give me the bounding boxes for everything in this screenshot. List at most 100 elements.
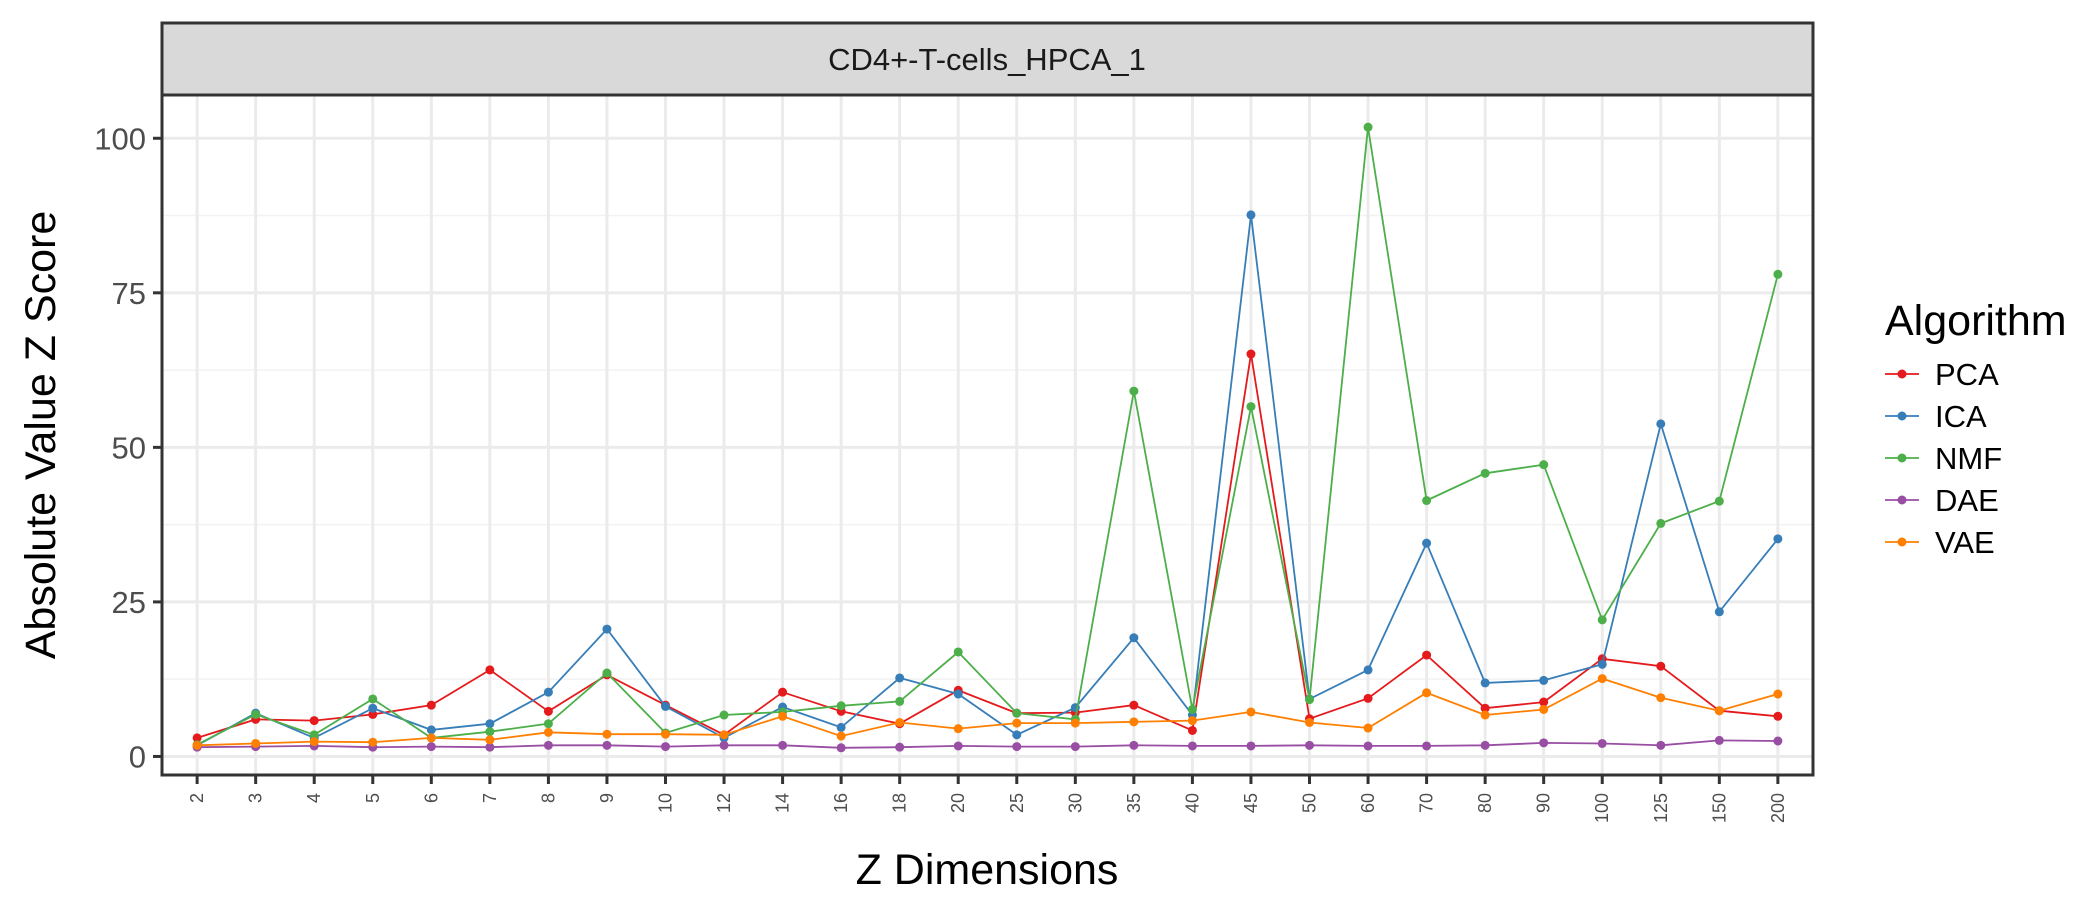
series-line-vae bbox=[197, 677, 1779, 747]
data-point-dae bbox=[953, 741, 963, 751]
data-point-ica bbox=[953, 689, 963, 699]
data-point-vae bbox=[719, 730, 729, 740]
facet-strip: CD4+-T-cells_HPCA_1 bbox=[160, 21, 1815, 97]
x-tick-label: 8 bbox=[538, 793, 558, 803]
data-point-nmf bbox=[1773, 269, 1783, 279]
data-point-ica bbox=[1129, 633, 1139, 643]
data-point-vae bbox=[1422, 688, 1432, 698]
data-point-vae bbox=[1539, 704, 1549, 714]
x-tick-label: 6 bbox=[421, 793, 441, 803]
data-point-ica bbox=[1714, 607, 1724, 617]
x-tick-label: 14 bbox=[773, 793, 793, 813]
data-point-nmf bbox=[1480, 468, 1490, 478]
x-tick-label: 200 bbox=[1768, 793, 1788, 823]
data-point-pca bbox=[1422, 650, 1432, 660]
x-tick-label: 18 bbox=[890, 793, 910, 813]
data-point-dae bbox=[1012, 742, 1022, 752]
x-tick-label: 45 bbox=[1241, 793, 1261, 813]
data-point-dae bbox=[778, 740, 788, 750]
data-point-ica bbox=[426, 725, 436, 735]
x-tick-label: 25 bbox=[1007, 793, 1027, 813]
x-tick-label: 100 bbox=[1592, 793, 1612, 823]
x-tick-label: 40 bbox=[1182, 793, 1202, 813]
series-line-ica bbox=[196, 214, 1779, 747]
data-point-vae bbox=[1714, 706, 1724, 716]
x-tick-label: 80 bbox=[1475, 793, 1495, 813]
x-tick-label: 10 bbox=[655, 793, 675, 813]
panel-border bbox=[160, 93, 1815, 777]
data-point-nmf bbox=[953, 647, 963, 657]
data-point-nmf bbox=[1012, 708, 1022, 718]
x-tick-label: 9 bbox=[597, 793, 617, 803]
data-point-pca bbox=[1539, 697, 1549, 707]
legend-key-point bbox=[1897, 495, 1907, 505]
legend-key-point bbox=[1897, 453, 1907, 463]
data-point-nmf bbox=[895, 696, 905, 706]
data-point-pca bbox=[543, 706, 553, 716]
data-point-dae bbox=[836, 743, 846, 753]
data-point-vae bbox=[1129, 717, 1139, 727]
data-point-ica bbox=[485, 719, 495, 729]
legend-label: VAE bbox=[1935, 525, 1995, 560]
data-point-vae bbox=[1656, 693, 1666, 703]
data-point-ica bbox=[1246, 210, 1256, 220]
legend-item-ica: ICA bbox=[1885, 399, 1987, 434]
y-tick-label: 50 bbox=[112, 430, 146, 465]
y-tick-label: 75 bbox=[112, 276, 146, 311]
data-point-nmf bbox=[368, 694, 378, 704]
data-point-pca bbox=[1246, 349, 1256, 359]
data-point-vae bbox=[543, 727, 553, 737]
data-point-dae bbox=[660, 742, 670, 752]
data-point-pca bbox=[1656, 661, 1666, 671]
data-point-nmf bbox=[1187, 704, 1197, 714]
data-point-pca bbox=[309, 716, 319, 726]
x-tick-label: 2 bbox=[187, 793, 207, 803]
data-point-dae bbox=[1773, 736, 1783, 746]
x-tick-label: 4 bbox=[304, 793, 324, 803]
data-point-pca bbox=[1773, 711, 1783, 721]
data-point-nmf bbox=[1246, 402, 1256, 412]
grid-minor bbox=[162, 214, 1813, 680]
x-tick-label: 30 bbox=[1065, 793, 1085, 813]
data-point-dae bbox=[1363, 741, 1373, 751]
x-tick-label: 70 bbox=[1417, 793, 1437, 813]
data-point-dae bbox=[426, 742, 436, 752]
data-point-vae bbox=[485, 735, 495, 745]
data-point-ica bbox=[1363, 665, 1373, 675]
data-point-dae bbox=[1246, 741, 1256, 751]
data-point-pca bbox=[192, 733, 202, 743]
data-point-dae bbox=[1656, 740, 1666, 750]
data-point-vae bbox=[660, 729, 670, 739]
legend-label: PCA bbox=[1935, 357, 1999, 392]
data-point-nmf bbox=[1656, 518, 1666, 528]
y-tick-label: 25 bbox=[112, 585, 146, 620]
x-tick-label: 60 bbox=[1358, 793, 1378, 813]
legend: Algorithm PCA ICA NMF DAE VAE bbox=[1885, 297, 2067, 560]
data-point-ica bbox=[368, 703, 378, 713]
data-point-nmf bbox=[485, 727, 495, 737]
legend-label: DAE bbox=[1935, 483, 1999, 518]
data-point-vae bbox=[1480, 710, 1490, 720]
data-point-pca bbox=[1129, 700, 1139, 710]
x-tick-label: 3 bbox=[246, 793, 266, 803]
data-point-vae bbox=[1187, 716, 1197, 726]
x-axis-title: Z Dimensions bbox=[856, 846, 1119, 894]
data-point-ica bbox=[1012, 730, 1022, 740]
data-point-ica bbox=[1597, 659, 1607, 669]
data-point-nmf bbox=[1129, 386, 1139, 396]
data-point-vae bbox=[1070, 718, 1080, 728]
data-point-vae bbox=[426, 733, 436, 743]
data-point-pca bbox=[778, 687, 788, 697]
data-point-nmf bbox=[1305, 695, 1315, 705]
x-tick-label: 125 bbox=[1651, 793, 1671, 823]
data-point-ica bbox=[895, 673, 905, 683]
data-point-vae bbox=[1012, 718, 1022, 728]
data-point-vae bbox=[368, 737, 378, 747]
x-tick-label: 12 bbox=[714, 793, 734, 813]
data-point-dae bbox=[1480, 740, 1490, 750]
series-vae bbox=[192, 674, 1783, 750]
data-point-ica bbox=[1656, 419, 1666, 429]
data-point-ica bbox=[1480, 678, 1490, 688]
data-point-dae bbox=[1129, 740, 1139, 750]
